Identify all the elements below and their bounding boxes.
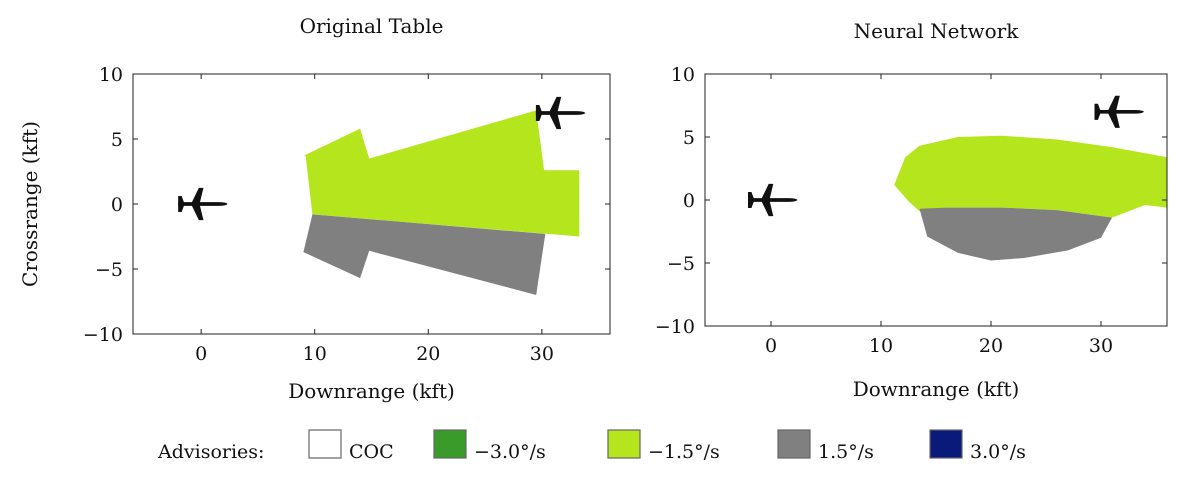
y-tick-label: −5	[95, 259, 123, 281]
legend-item: 3.0°/s	[929, 429, 1026, 463]
intruder-airplane-icon-body	[535, 96, 586, 130]
x-tick-label: 0	[765, 335, 777, 357]
intruder-airplane-icon-tail	[535, 104, 542, 122]
region-plus-1-5	[303, 214, 546, 295]
ownship-airplane-icon-tail	[178, 195, 184, 213]
ownship-airplane-icon-body	[748, 183, 798, 217]
ownship-airplane-icon	[748, 183, 798, 217]
intruder-airplane-icon	[535, 96, 586, 130]
region-minus-1-5	[894, 135, 1167, 218]
y-tick-label: 0	[111, 194, 123, 216]
legend-swatch	[777, 429, 811, 459]
chart-title: Original Table	[300, 14, 444, 38]
x-tick-label: 30	[530, 343, 554, 365]
y-tick-label: −10	[83, 324, 123, 346]
legend-item: COC	[308, 429, 394, 463]
x-tick-label: 20	[416, 343, 440, 365]
y-tick-label: 10	[99, 64, 123, 86]
x-tick-label: 10	[303, 343, 327, 365]
legend: Advisories: COC −3.0°/s −1.5°/s 1.5°/s 3.0°/s	[157, 429, 1026, 463]
x-tick-label: 10	[869, 335, 893, 357]
chart-panel-2: 0 10 20 30 −10 −5 0 5 10 Neural Network Downrange …	[655, 19, 1168, 401]
y-tick-label: −5	[667, 253, 695, 275]
intruder-airplane-icon-body	[1094, 95, 1144, 128]
legend-label: −3.0°/s	[474, 441, 546, 463]
intruder-airplane-icon-tail	[1094, 103, 1101, 120]
y-tick-label: 10	[671, 64, 695, 86]
legend-label: −1.5°/s	[648, 441, 720, 463]
legend-title: Advisories:	[157, 441, 264, 463]
legend-item: 1.5°/s	[777, 429, 874, 463]
y-tick-label: 5	[683, 127, 695, 149]
region-minus-1-5	[303, 110, 580, 237]
y-tick-label: 5	[111, 129, 123, 151]
legend-label: 1.5°/s	[818, 441, 874, 463]
legend-swatch	[433, 429, 467, 459]
legend-swatch	[607, 429, 641, 459]
legend-label: COC	[349, 441, 394, 463]
region-plus-1-5	[919, 207, 1112, 261]
ownship-airplane-icon	[178, 187, 228, 221]
x-tick-label: 20	[979, 335, 1003, 357]
x-tick-label: 0	[195, 343, 207, 365]
x-axis-label: Downrange (kft)	[288, 379, 455, 403]
ownship-airplane-icon-body	[178, 187, 228, 221]
ownship-airplane-icon-tail	[748, 191, 754, 209]
legend-swatch	[308, 429, 342, 459]
intruder-airplane-icon	[1094, 95, 1144, 128]
legend-swatch	[929, 429, 963, 459]
x-tick-label: 30	[1089, 335, 1113, 357]
advisory-regions	[894, 135, 1167, 261]
legend-item: −3.0°/s	[433, 429, 546, 463]
advisory-regions	[303, 110, 580, 295]
x-axis-label: Downrange (kft)	[853, 377, 1020, 401]
y-axis-label: Crossrange (kft)	[18, 121, 42, 287]
chart-title: Neural Network	[854, 19, 1020, 43]
legend-label: 3.0°/s	[970, 441, 1026, 463]
y-tick-label: −10	[655, 316, 695, 338]
legend-item: −1.5°/s	[607, 429, 720, 463]
y-tick-label: 0	[683, 190, 695, 212]
chart-panel-1: 0 10 20 30 −10 −5 0 5 10 Original Table Downrange …	[83, 14, 611, 403]
